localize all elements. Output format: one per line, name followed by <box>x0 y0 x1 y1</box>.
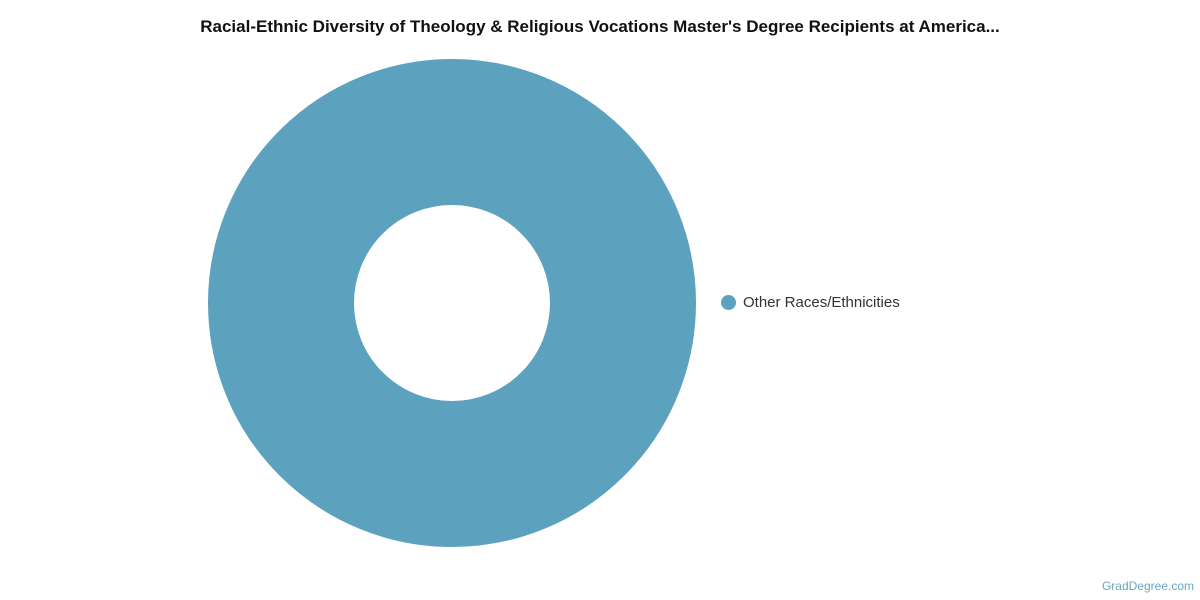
chart-title: Racial-Ethnic Diversity of Theology & Re… <box>200 17 1000 36</box>
credit-link[interactable]: GradDegree.com <box>1101 579 1194 593</box>
donut-slice-other-races-ethnicities[interactable] <box>208 59 696 547</box>
legend-item[interactable]: Other Races/Ethnicities <box>721 294 900 311</box>
legend-label: Other Races/Ethnicities <box>743 294 900 311</box>
legend-swatch <box>721 295 736 310</box>
